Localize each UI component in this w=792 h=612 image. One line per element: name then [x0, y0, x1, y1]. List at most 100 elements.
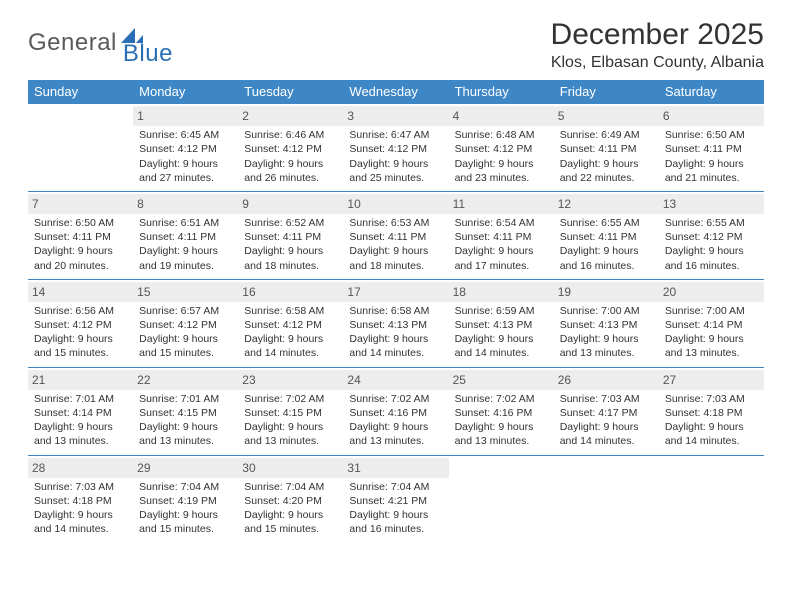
sunrise-text: Sunrise: 7:01 AM	[34, 392, 127, 406]
sunrise-text: Sunrise: 7:04 AM	[244, 480, 337, 494]
daylight2-text: and 16 minutes.	[560, 259, 653, 273]
daylight2-text: and 25 minutes.	[349, 171, 442, 185]
calendar-day-cell: 20Sunrise: 7:00 AMSunset: 4:14 PMDayligh…	[659, 279, 764, 367]
day-number: 28	[28, 458, 133, 478]
daylight1-text: Daylight: 9 hours	[139, 332, 232, 346]
daylight1-text: Daylight: 9 hours	[34, 332, 127, 346]
day-number: 10	[343, 194, 448, 214]
sunset-text: Sunset: 4:12 PM	[244, 318, 337, 332]
calendar-day-cell: 9Sunrise: 6:52 AMSunset: 4:11 PMDaylight…	[238, 191, 343, 279]
calendar-day-cell: 24Sunrise: 7:02 AMSunset: 4:16 PMDayligh…	[343, 367, 448, 455]
calendar-week-row: 21Sunrise: 7:01 AMSunset: 4:14 PMDayligh…	[28, 367, 764, 455]
day-number: 25	[449, 370, 554, 390]
daylight2-text: and 14 minutes.	[34, 522, 127, 536]
daylight1-text: Daylight: 9 hours	[139, 508, 232, 522]
sunrise-text: Sunrise: 6:51 AM	[139, 216, 232, 230]
daylight1-text: Daylight: 9 hours	[560, 420, 653, 434]
day-number: 31	[343, 458, 448, 478]
daylight1-text: Daylight: 9 hours	[349, 508, 442, 522]
daylight2-text: and 15 minutes.	[244, 522, 337, 536]
calendar-day-cell: 12Sunrise: 6:55 AMSunset: 4:11 PMDayligh…	[554, 191, 659, 279]
sunrise-text: Sunrise: 6:58 AM	[349, 304, 442, 318]
sunset-text: Sunset: 4:11 PM	[455, 230, 548, 244]
calendar-day-cell: 23Sunrise: 7:02 AMSunset: 4:15 PMDayligh…	[238, 367, 343, 455]
day-number: 18	[449, 282, 554, 302]
day-number: 19	[554, 282, 659, 302]
calendar-day-cell: 16Sunrise: 6:58 AMSunset: 4:12 PMDayligh…	[238, 279, 343, 367]
sunset-text: Sunset: 4:12 PM	[244, 142, 337, 156]
sunrise-text: Sunrise: 6:59 AM	[455, 304, 548, 318]
calendar-day-cell: 5Sunrise: 6:49 AMSunset: 4:11 PMDaylight…	[554, 104, 659, 192]
daylight2-text: and 14 minutes.	[244, 346, 337, 360]
calendar-day-cell: 27Sunrise: 7:03 AMSunset: 4:18 PMDayligh…	[659, 367, 764, 455]
daylight2-text: and 20 minutes.	[34, 259, 127, 273]
daylight2-text: and 16 minutes.	[665, 259, 758, 273]
calendar-day-cell: 30Sunrise: 7:04 AMSunset: 4:20 PMDayligh…	[238, 455, 343, 542]
day-header: Thursday	[449, 80, 554, 104]
month-title: December 2025	[551, 18, 764, 52]
sunrise-text: Sunrise: 6:58 AM	[244, 304, 337, 318]
daylight1-text: Daylight: 9 hours	[560, 244, 653, 258]
day-header: Saturday	[659, 80, 764, 104]
sunrise-text: Sunrise: 7:00 AM	[560, 304, 653, 318]
sunset-text: Sunset: 4:11 PM	[139, 230, 232, 244]
day-number: 26	[554, 370, 659, 390]
calendar-day-cell: 1Sunrise: 6:45 AMSunset: 4:12 PMDaylight…	[133, 104, 238, 192]
daylight1-text: Daylight: 9 hours	[455, 332, 548, 346]
daylight2-text: and 19 minutes.	[139, 259, 232, 273]
sunset-text: Sunset: 4:11 PM	[244, 230, 337, 244]
sunset-text: Sunset: 4:12 PM	[665, 230, 758, 244]
daylight2-text: and 22 minutes.	[560, 171, 653, 185]
sunset-text: Sunset: 4:11 PM	[34, 230, 127, 244]
sunrise-text: Sunrise: 7:04 AM	[349, 480, 442, 494]
sunset-text: Sunset: 4:18 PM	[665, 406, 758, 420]
calendar-day-cell: 14Sunrise: 6:56 AMSunset: 4:12 PMDayligh…	[28, 279, 133, 367]
day-number: 2	[238, 106, 343, 126]
day-number: 12	[554, 194, 659, 214]
daylight1-text: Daylight: 9 hours	[244, 157, 337, 171]
sunrise-text: Sunrise: 6:55 AM	[665, 216, 758, 230]
daylight2-text: and 27 minutes.	[139, 171, 232, 185]
calendar-day-cell: 19Sunrise: 7:00 AMSunset: 4:13 PMDayligh…	[554, 279, 659, 367]
logo-word2: Blue	[123, 40, 173, 68]
day-header: Tuesday	[238, 80, 343, 104]
sunset-text: Sunset: 4:16 PM	[349, 406, 442, 420]
daylight2-text: and 23 minutes.	[455, 171, 548, 185]
daylight1-text: Daylight: 9 hours	[349, 157, 442, 171]
calendar-day-cell: 11Sunrise: 6:54 AMSunset: 4:11 PMDayligh…	[449, 191, 554, 279]
sunrise-text: Sunrise: 6:47 AM	[349, 128, 442, 142]
sunset-text: Sunset: 4:11 PM	[560, 230, 653, 244]
sunrise-text: Sunrise: 6:50 AM	[34, 216, 127, 230]
sunset-text: Sunset: 4:20 PM	[244, 494, 337, 508]
day-number: 1	[133, 106, 238, 126]
sunrise-text: Sunrise: 7:02 AM	[455, 392, 548, 406]
daylight2-text: and 13 minutes.	[34, 434, 127, 448]
daylight2-text: and 26 minutes.	[244, 171, 337, 185]
daylight1-text: Daylight: 9 hours	[34, 420, 127, 434]
sunset-text: Sunset: 4:11 PM	[349, 230, 442, 244]
sunset-text: Sunset: 4:18 PM	[34, 494, 127, 508]
sunrise-text: Sunrise: 6:56 AM	[34, 304, 127, 318]
header: General Blue December 2025 Klos, Elbasan…	[28, 18, 764, 72]
daylight1-text: Daylight: 9 hours	[455, 157, 548, 171]
sunrise-text: Sunrise: 6:53 AM	[349, 216, 442, 230]
day-number: 17	[343, 282, 448, 302]
daylight2-text: and 15 minutes.	[139, 346, 232, 360]
daylight1-text: Daylight: 9 hours	[349, 244, 442, 258]
sunset-text: Sunset: 4:11 PM	[560, 142, 653, 156]
calendar-day-cell: 2Sunrise: 6:46 AMSunset: 4:12 PMDaylight…	[238, 104, 343, 192]
daylight2-text: and 13 minutes.	[244, 434, 337, 448]
daylight2-text: and 15 minutes.	[34, 346, 127, 360]
daylight1-text: Daylight: 9 hours	[34, 244, 127, 258]
sunrise-text: Sunrise: 7:03 AM	[665, 392, 758, 406]
day-header: Monday	[133, 80, 238, 104]
day-number: 24	[343, 370, 448, 390]
calendar-day-cell: 7Sunrise: 6:50 AMSunset: 4:11 PMDaylight…	[28, 191, 133, 279]
sunrise-text: Sunrise: 7:00 AM	[665, 304, 758, 318]
day-number: 15	[133, 282, 238, 302]
sunset-text: Sunset: 4:15 PM	[139, 406, 232, 420]
daylight1-text: Daylight: 9 hours	[455, 244, 548, 258]
daylight1-text: Daylight: 9 hours	[560, 157, 653, 171]
sunrise-text: Sunrise: 7:02 AM	[349, 392, 442, 406]
calendar-day-cell: 18Sunrise: 6:59 AMSunset: 4:13 PMDayligh…	[449, 279, 554, 367]
